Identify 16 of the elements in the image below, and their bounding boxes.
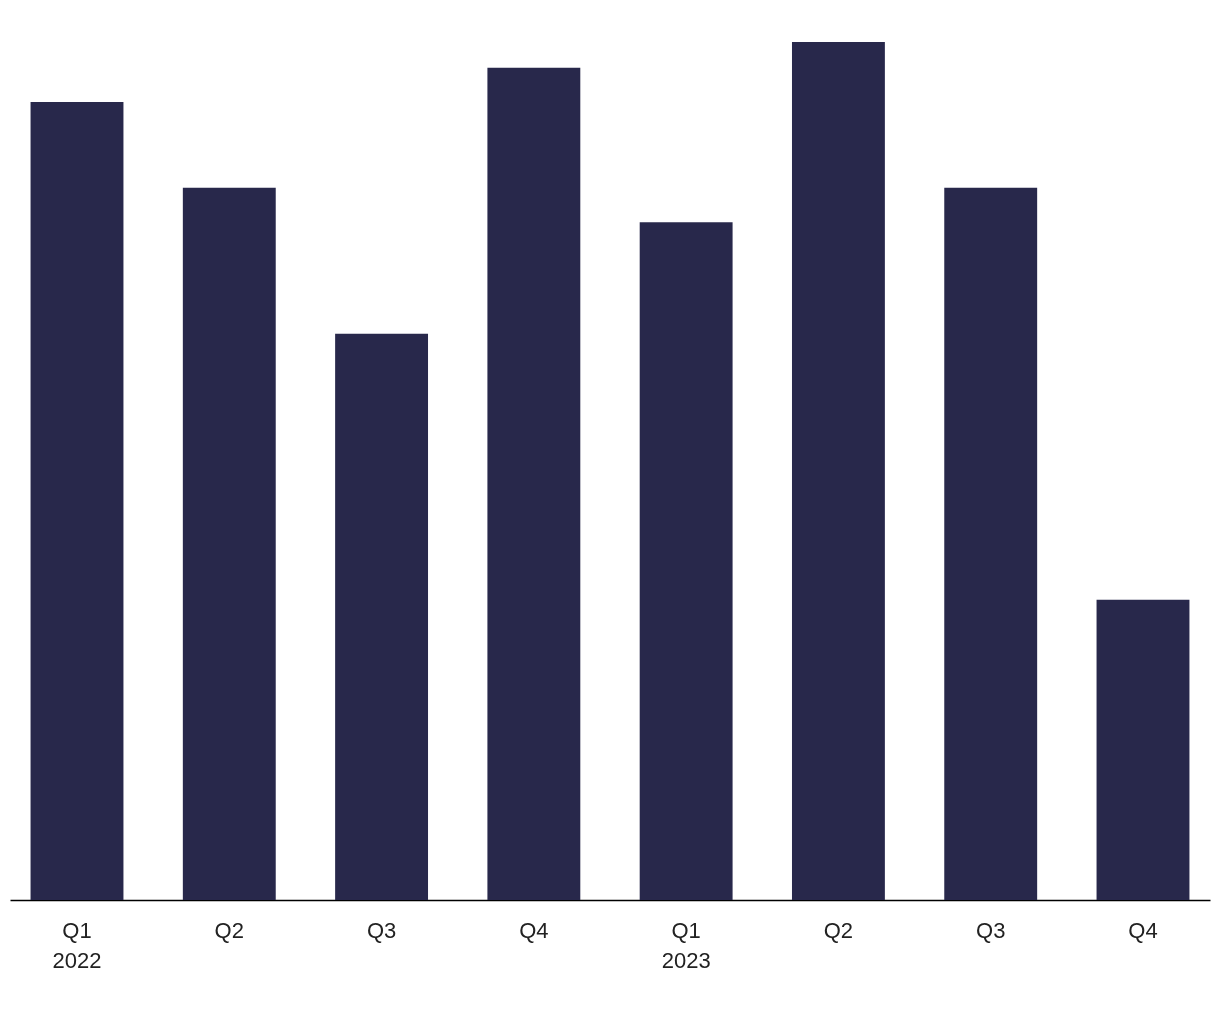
x-tick-label: Q2 [214, 917, 244, 943]
x-tick-label: Q2 [823, 917, 854, 943]
bar [944, 187, 1038, 900]
x-tick-label: Q1 2023 [661, 917, 711, 973]
bar [791, 42, 885, 900]
bar [30, 102, 124, 900]
bar [1096, 599, 1190, 900]
bar [487, 67, 581, 900]
bar [639, 222, 733, 900]
x-tick-label: Q3 [366, 917, 397, 943]
x-tick-label: Q4 [519, 917, 549, 943]
x-tick-label: Q1 2022 [52, 917, 102, 973]
bar [182, 187, 276, 900]
x-tick-label: Q3 [976, 917, 1006, 943]
x-tick-label: Q4 [1128, 917, 1158, 943]
bar [335, 333, 429, 900]
